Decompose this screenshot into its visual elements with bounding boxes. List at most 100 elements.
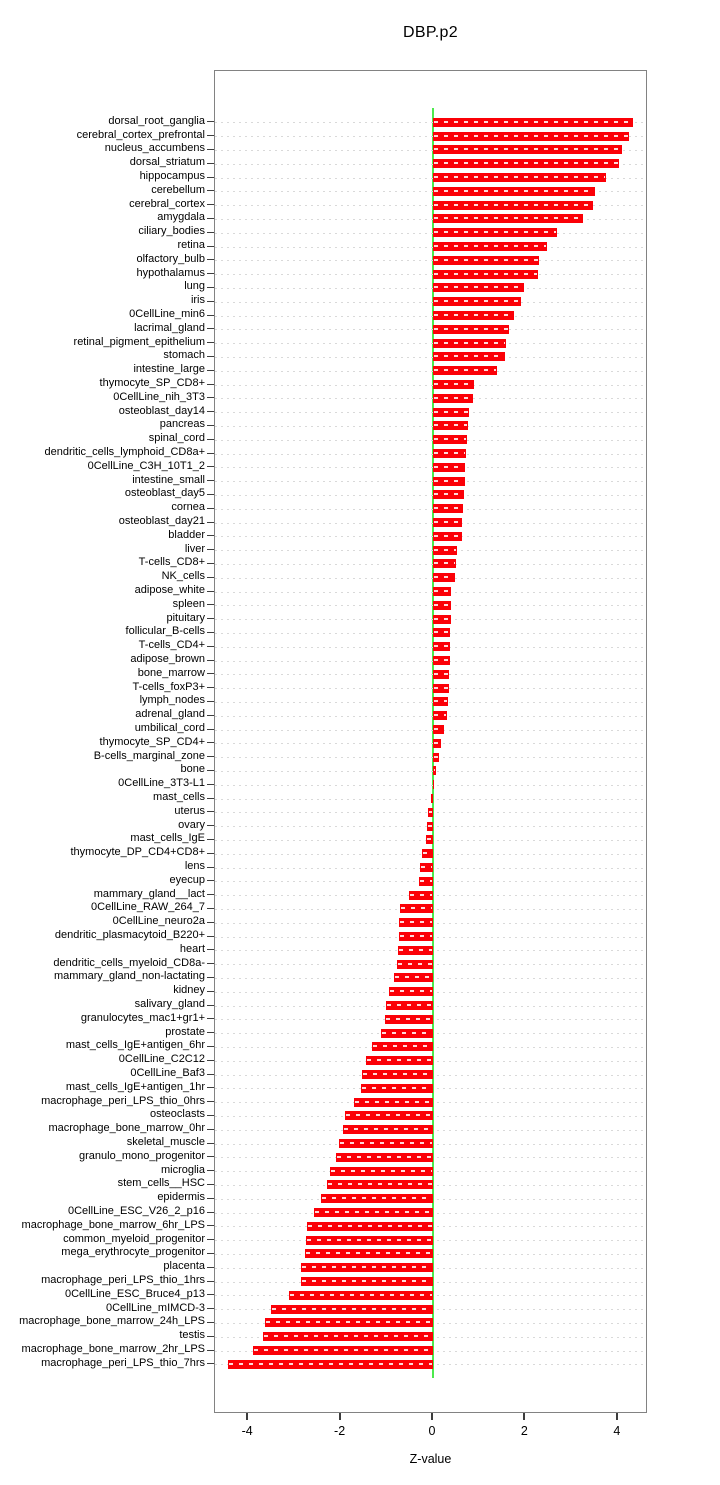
grid-line xyxy=(215,425,646,427)
category-label: hippocampus xyxy=(139,170,205,182)
category-label: osteoblast_day5 xyxy=(124,487,205,500)
category-label: epidermis xyxy=(157,1191,205,1204)
bar xyxy=(433,421,468,431)
y-tick xyxy=(207,424,214,426)
grid-line xyxy=(215,770,646,772)
bar-dash-pattern xyxy=(434,631,450,634)
y-tick xyxy=(207,1335,214,1337)
bar xyxy=(433,614,451,624)
grid-line xyxy=(215,715,646,717)
bar xyxy=(227,1359,433,1369)
bar xyxy=(305,1249,433,1259)
bar-dash-pattern xyxy=(434,176,605,178)
bar-dash-pattern xyxy=(434,327,508,330)
bar xyxy=(433,587,452,596)
y-tick xyxy=(207,1266,214,1268)
y-tick xyxy=(207,963,214,965)
bar xyxy=(409,890,433,900)
y-tick xyxy=(207,562,214,564)
bar-dash-pattern xyxy=(434,686,448,689)
grid-line xyxy=(215,550,646,552)
category-label: lung xyxy=(184,280,205,293)
bar-dash-pattern xyxy=(434,755,438,758)
y-tick xyxy=(207,756,214,758)
bar-dash-pattern xyxy=(434,659,449,661)
x-tick xyxy=(338,1413,341,1420)
bar-dash-pattern xyxy=(434,396,472,399)
y-tick xyxy=(207,811,214,813)
y-tick xyxy=(207,618,214,620)
bar-dash-pattern xyxy=(346,1114,432,1117)
bar-dash-pattern xyxy=(434,590,451,592)
x-tick xyxy=(431,1413,433,1420)
bar-dash-pattern xyxy=(434,700,447,703)
bar-dash-pattern xyxy=(367,1059,432,1062)
y-tick xyxy=(207,190,214,192)
grid-line xyxy=(215,688,646,690)
bar xyxy=(326,1180,433,1190)
bar-dash-pattern xyxy=(434,741,441,744)
y-tick xyxy=(207,1045,214,1047)
bar xyxy=(396,959,433,969)
bar-dash-pattern xyxy=(434,120,633,123)
category-label: eyecup xyxy=(169,873,205,886)
bar xyxy=(399,918,433,928)
bar-dash-pattern xyxy=(386,1004,432,1006)
x-tick-label: 0 xyxy=(428,1424,436,1438)
grid-line xyxy=(215,660,646,662)
category-label: spleen xyxy=(172,597,205,610)
bar-dash-pattern xyxy=(390,990,432,993)
category-label: T-cells_CD8+ xyxy=(138,556,205,569)
y-tick xyxy=(207,631,214,633)
y-tick xyxy=(207,383,214,385)
y-tick xyxy=(207,825,214,827)
grid-line xyxy=(215,412,646,414)
category-label: 0CellLine_neuro2a xyxy=(112,915,205,928)
grid-line xyxy=(215,218,646,220)
bar-dash-pattern xyxy=(428,824,432,827)
y-tick xyxy=(207,1142,214,1144)
y-tick xyxy=(207,355,214,357)
bar xyxy=(288,1290,433,1300)
bar-dash-pattern xyxy=(429,810,432,813)
bar-dash-pattern xyxy=(434,383,474,385)
bar xyxy=(301,1277,433,1286)
bar-dash-pattern xyxy=(307,1238,432,1241)
category-label: macrophage_bone_marrow_24h_LPS xyxy=(19,1315,205,1328)
category-label: placenta xyxy=(163,1260,205,1273)
y-tick xyxy=(207,314,214,316)
bar-dash-pattern xyxy=(434,728,443,730)
bar-dash-pattern xyxy=(434,714,446,717)
y-tick xyxy=(207,921,214,923)
category-label: retinal_pigment_epithelium xyxy=(73,335,205,348)
bar-dash-pattern xyxy=(434,369,497,372)
bar-dash-pattern xyxy=(399,935,432,937)
y-tick xyxy=(207,535,214,537)
y-tick xyxy=(207,466,214,468)
bar-dash-pattern xyxy=(373,1045,432,1048)
y-tick xyxy=(207,742,214,744)
bar-dash-pattern xyxy=(434,521,462,523)
category-label: prostate xyxy=(165,1025,205,1038)
grid-line xyxy=(215,619,646,621)
bar-dash-pattern xyxy=(361,1086,432,1089)
category-label: thymocyte_SP_CD4+ xyxy=(99,735,205,748)
y-tick xyxy=(207,176,214,178)
y-tick xyxy=(207,1087,214,1089)
bar xyxy=(433,642,450,652)
bar xyxy=(433,228,557,238)
bar-dash-pattern xyxy=(289,1293,432,1296)
y-tick xyxy=(207,783,214,785)
bar-dash-pattern xyxy=(420,879,432,882)
bar xyxy=(336,1152,433,1162)
bar xyxy=(433,559,456,569)
bar xyxy=(380,1028,433,1038)
grid-line xyxy=(215,453,646,455)
y-tick xyxy=(207,521,214,523)
bar-dash-pattern xyxy=(331,1169,432,1172)
category-label: bladder xyxy=(168,528,205,541)
bar xyxy=(433,283,524,293)
bar-dash-pattern xyxy=(265,1321,432,1324)
category-label: lacrimal_gland xyxy=(134,321,205,334)
bar xyxy=(433,393,473,403)
